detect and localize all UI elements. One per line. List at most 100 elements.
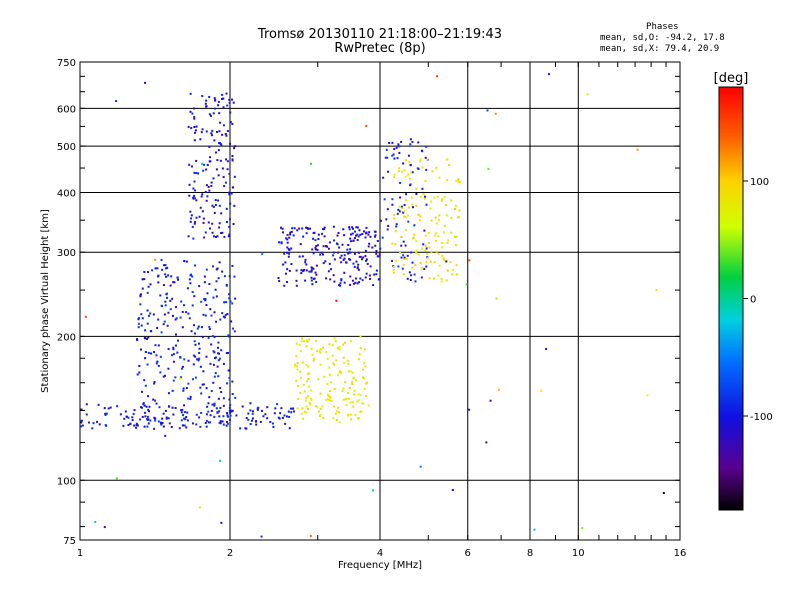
data-point xyxy=(305,396,308,399)
data-point xyxy=(533,528,536,531)
data-point xyxy=(127,424,130,427)
data-point xyxy=(433,196,436,199)
data-point xyxy=(345,261,348,264)
data-point xyxy=(348,397,351,400)
data-point xyxy=(405,199,408,202)
data-point xyxy=(408,206,411,209)
data-point xyxy=(368,242,371,245)
data-point xyxy=(351,380,354,383)
data-point xyxy=(182,389,185,392)
data-point xyxy=(425,168,428,171)
data-point xyxy=(144,384,147,387)
data-point xyxy=(339,284,342,287)
data-point xyxy=(181,365,184,368)
data-point xyxy=(147,351,150,354)
data-point xyxy=(218,421,221,424)
data-point xyxy=(369,265,372,268)
data-point xyxy=(415,192,418,195)
data-points xyxy=(79,73,665,538)
data-point xyxy=(311,353,314,356)
data-point xyxy=(218,226,221,229)
data-point xyxy=(646,394,649,397)
data-point xyxy=(310,347,313,350)
data-point xyxy=(406,214,409,217)
data-point xyxy=(305,226,308,229)
data-point xyxy=(260,535,263,538)
data-point xyxy=(364,382,367,385)
data-point xyxy=(211,265,214,268)
data-point xyxy=(205,199,208,202)
data-point xyxy=(327,394,330,397)
data-point xyxy=(225,352,228,355)
data-point xyxy=(176,351,179,354)
data-point xyxy=(308,385,311,388)
data-point xyxy=(104,424,107,427)
data-point xyxy=(222,362,225,365)
data-point xyxy=(218,415,221,418)
data-point xyxy=(85,413,88,416)
data-point xyxy=(319,407,322,410)
data-point xyxy=(489,399,492,402)
data-point xyxy=(231,159,234,162)
data-point xyxy=(231,393,234,396)
data-point xyxy=(352,239,355,242)
data-point xyxy=(228,233,231,236)
data-point xyxy=(210,132,213,135)
data-point xyxy=(143,336,146,339)
y-tick-label: 600 xyxy=(57,104,76,115)
data-point xyxy=(415,249,418,252)
data-point xyxy=(316,248,319,251)
data-point xyxy=(349,233,352,236)
data-point xyxy=(316,405,319,408)
data-point xyxy=(193,340,196,343)
data-point xyxy=(387,170,390,173)
data-point xyxy=(217,346,220,349)
data-point xyxy=(438,219,441,222)
data-point xyxy=(369,235,372,238)
data-point xyxy=(403,258,406,261)
data-point xyxy=(310,162,313,165)
data-point xyxy=(305,232,308,235)
data-point xyxy=(217,149,220,152)
colorbar-label: [deg] xyxy=(714,71,749,86)
data-point xyxy=(396,157,399,160)
data-point xyxy=(193,180,196,183)
data-point xyxy=(445,214,448,217)
data-point xyxy=(156,360,159,363)
data-point xyxy=(189,282,192,285)
data-point xyxy=(332,363,335,366)
data-point xyxy=(356,267,359,270)
data-point xyxy=(438,264,441,267)
data-point xyxy=(234,145,237,148)
data-point xyxy=(357,393,360,396)
data-point xyxy=(419,215,422,218)
data-point xyxy=(332,274,335,277)
data-point xyxy=(349,413,352,416)
data-point xyxy=(386,208,389,211)
data-point xyxy=(226,414,229,417)
data-point xyxy=(362,368,365,371)
data-point xyxy=(205,99,208,102)
data-point xyxy=(485,441,488,444)
data-point xyxy=(189,398,192,401)
data-point xyxy=(208,282,211,285)
data-point xyxy=(423,229,426,232)
data-point xyxy=(305,269,308,272)
data-point xyxy=(201,383,204,386)
data-point xyxy=(313,277,316,280)
data-point xyxy=(229,300,232,303)
data-point xyxy=(222,397,225,400)
data-point xyxy=(323,226,326,229)
data-point xyxy=(193,117,196,120)
data-point xyxy=(165,293,168,296)
data-point xyxy=(319,363,322,366)
data-point xyxy=(193,295,196,298)
data-point xyxy=(426,257,429,260)
data-point xyxy=(256,408,259,411)
data-point xyxy=(141,278,144,281)
data-point xyxy=(417,167,420,170)
data-point xyxy=(305,405,308,408)
data-point xyxy=(185,426,188,429)
data-point xyxy=(247,418,250,421)
data-point xyxy=(288,236,291,239)
